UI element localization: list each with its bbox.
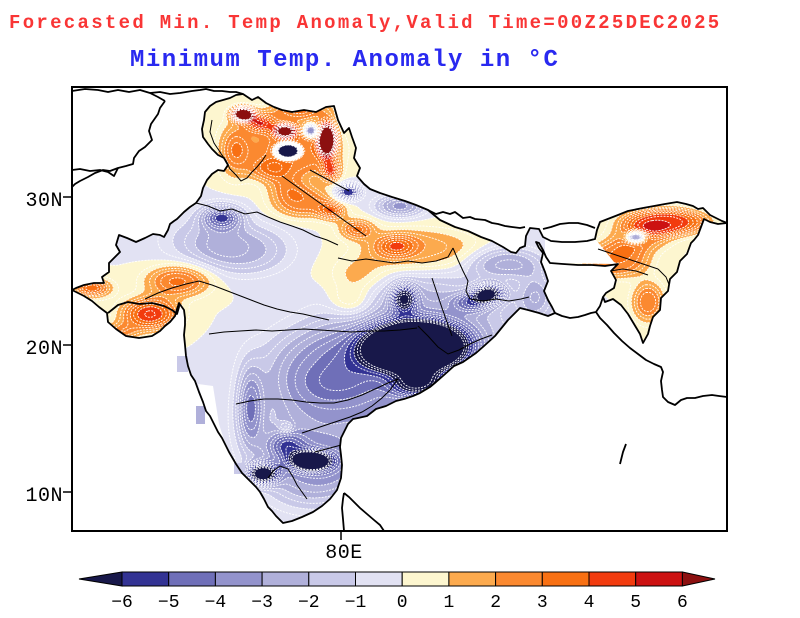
svg-text:−4: −4 bbox=[205, 593, 227, 613]
svg-text:0: 0 bbox=[397, 593, 408, 613]
svg-text:3: 3 bbox=[537, 593, 548, 613]
svg-text:6: 6 bbox=[677, 593, 688, 613]
svg-text:10N: 10N bbox=[25, 485, 63, 508]
svg-text:−5: −5 bbox=[158, 593, 180, 613]
svg-text:−1: −1 bbox=[345, 593, 367, 613]
svg-text:−6: −6 bbox=[111, 593, 133, 613]
svg-text:−2: −2 bbox=[298, 593, 320, 613]
svg-text:1: 1 bbox=[443, 593, 454, 613]
svg-text:2: 2 bbox=[490, 593, 501, 613]
svg-text:80E: 80E bbox=[325, 542, 363, 565]
svg-text:20N: 20N bbox=[25, 338, 63, 361]
svg-text:−3: −3 bbox=[251, 593, 273, 613]
svg-text:5: 5 bbox=[630, 593, 641, 613]
svg-text:4: 4 bbox=[584, 593, 595, 613]
svg-text:30N: 30N bbox=[25, 190, 63, 213]
